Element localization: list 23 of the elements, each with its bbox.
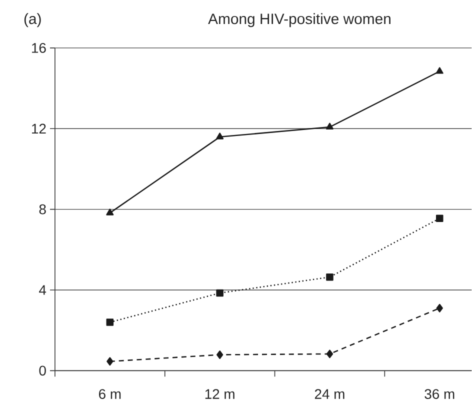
- point: [106, 208, 114, 216]
- point: [326, 122, 334, 130]
- y-tick-label: 16: [32, 43, 46, 54]
- x-tick-label: 24 m: [314, 389, 344, 400]
- y-tick-label: 8: [39, 204, 46, 214]
- point: [436, 304, 443, 313]
- x-tick-label: 12 m: [205, 389, 234, 400]
- text: (a): [24, 13, 41, 28]
- y-tick-label: 0: [39, 366, 46, 376]
- point: [436, 67, 444, 74]
- point: [216, 132, 224, 140]
- x-tick-label: 6 m: [99, 389, 121, 400]
- point: [326, 274, 334, 281]
- y-tick-label: 12: [32, 124, 46, 134]
- point: [106, 318, 114, 326]
- point: [216, 290, 224, 297]
- point: [106, 357, 114, 366]
- point: [326, 350, 334, 358]
- point: [216, 350, 224, 360]
- point: [436, 214, 444, 222]
- chart-title: Among HIV-positive women: [208, 13, 390, 28]
- x-tick-label: 36 m: [424, 389, 454, 400]
- y-tick-label: 4: [39, 285, 46, 295]
